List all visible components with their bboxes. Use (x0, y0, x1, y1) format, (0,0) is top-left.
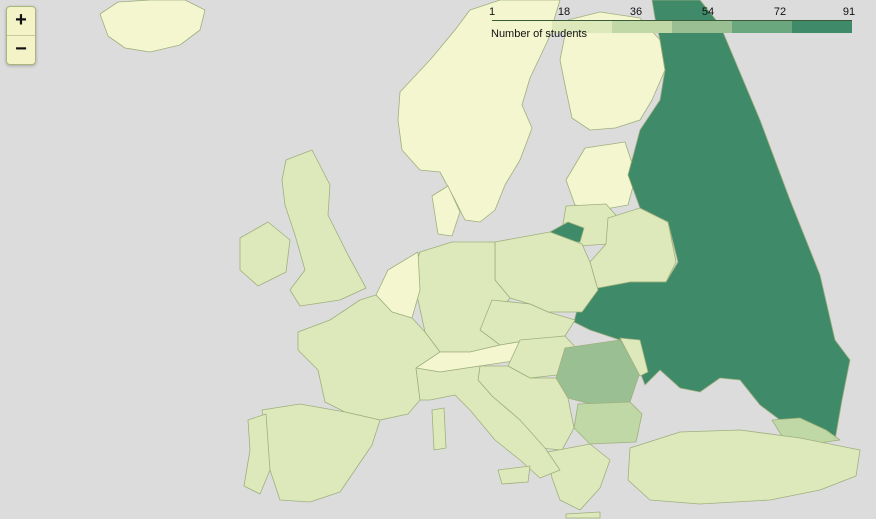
region-bulgaria[interactable] (574, 402, 642, 444)
legend-tick: 18 (558, 6, 570, 18)
legend-tick: 72 (774, 6, 786, 18)
legend-tick: 36 (630, 6, 642, 18)
legend-tick: 1 (489, 6, 495, 18)
legend-axis-line (492, 20, 852, 21)
zoom-out-button[interactable]: − (7, 35, 35, 64)
legend-swatch (672, 20, 732, 33)
legend-swatch (732, 20, 792, 33)
zoom-in-button[interactable]: + (7, 7, 35, 35)
region-sardinia[interactable] (432, 408, 446, 450)
legend-swatch (792, 20, 852, 33)
map-legend: 1 18 36 54 72 91 Number of students (485, 6, 855, 42)
legend-tick: 91 (843, 6, 855, 18)
legend-title: Number of students (491, 28, 587, 40)
legend-swatch (612, 20, 672, 33)
legend-tick: 54 (702, 6, 714, 18)
zoom-control: + − (6, 6, 36, 65)
